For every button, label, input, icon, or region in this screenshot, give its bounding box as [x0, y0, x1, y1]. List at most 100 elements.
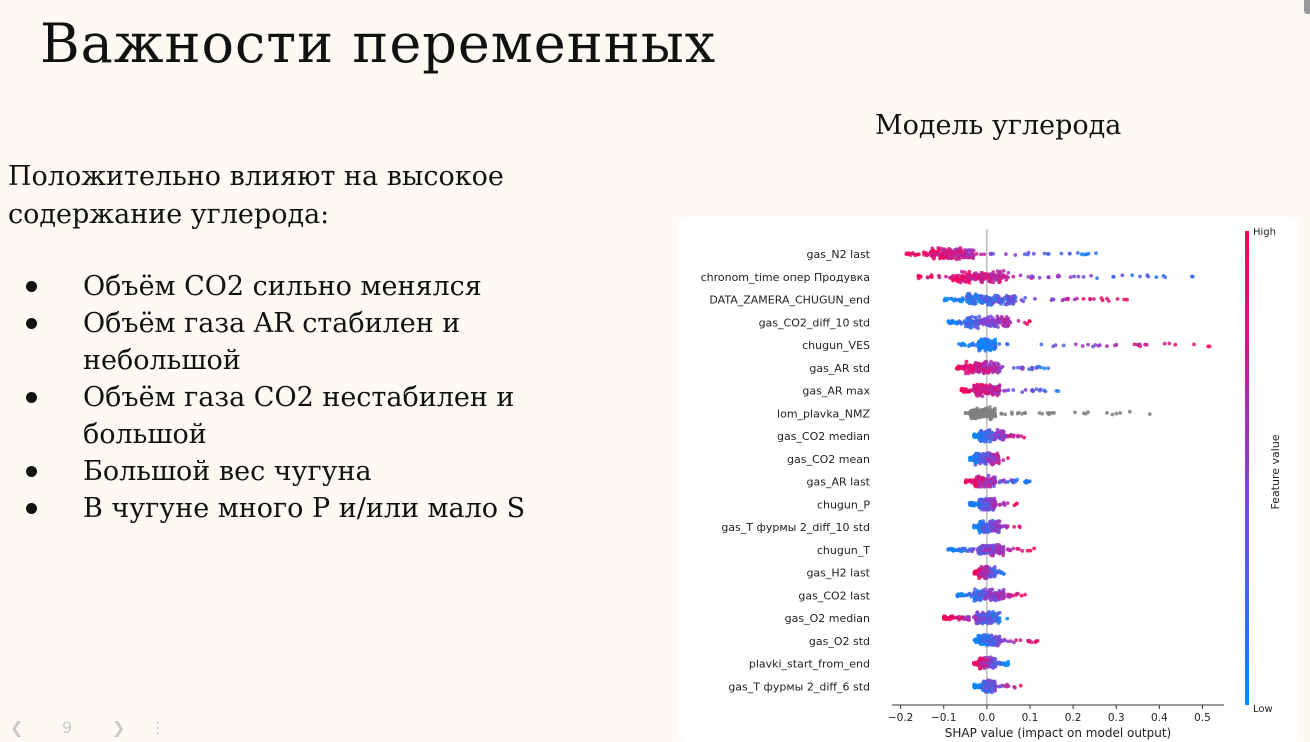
- shap-point: [1011, 546, 1016, 551]
- shap-point: [996, 621, 1001, 625]
- shap-point: [1029, 640, 1034, 645]
- shap-point: [938, 255, 943, 260]
- shap-point: [982, 252, 986, 257]
- shap-point: [1023, 388, 1028, 392]
- shap-point: [914, 252, 918, 257]
- shap-point: [988, 298, 993, 303]
- shap-point: [1042, 251, 1047, 256]
- shap-point: [1031, 251, 1036, 256]
- feature-dots: [972, 633, 1040, 648]
- shap-point: [1004, 252, 1008, 256]
- shap-point: [1043, 389, 1048, 394]
- shap-point: [982, 527, 987, 531]
- shap-point: [984, 297, 989, 302]
- shap-point: [937, 275, 942, 280]
- chevron-left-icon[interactable]: ❮: [10, 718, 24, 737]
- chevron-right-icon[interactable]: ❯: [112, 718, 126, 737]
- shap-point: [1042, 366, 1047, 371]
- shap-point: [1026, 275, 1031, 279]
- shap-point: [982, 498, 987, 503]
- shap-point: [1026, 480, 1030, 484]
- shap-point: [1037, 388, 1042, 393]
- shap-point: [1015, 546, 1020, 551]
- shap-point: [1022, 252, 1027, 257]
- shap-point: [993, 568, 997, 573]
- shap-point: [946, 296, 950, 301]
- bullet-item: В чугуне много P и/или мало S: [26, 490, 586, 527]
- shap-point: [981, 519, 986, 523]
- shap-point: [975, 548, 980, 553]
- shap-point: [982, 337, 987, 341]
- shap-point: [999, 302, 1003, 306]
- shap-point: [1072, 297, 1077, 302]
- more-vertical-icon[interactable]: ⋮: [150, 718, 166, 737]
- bullet-text: Объём CO2 сильно менялся: [83, 271, 482, 302]
- shap-point: [1006, 275, 1010, 280]
- shap-point: [957, 319, 962, 323]
- page-number: 9: [62, 718, 73, 737]
- shap-summary-plot: gas_N2 last chronom_time опер Продувка DAT…: [701, 227, 1282, 740]
- shap-point: [1047, 412, 1051, 417]
- shap-point: [982, 633, 986, 637]
- shap-point: [966, 549, 970, 553]
- shap-point: [987, 343, 992, 347]
- shap-point: [987, 592, 991, 596]
- bullet-dot-icon: [26, 466, 37, 477]
- shap-point: [992, 324, 996, 328]
- shap-point: [960, 277, 965, 281]
- shap-point: [949, 249, 953, 254]
- shap-point: [976, 621, 980, 626]
- shap-point: [964, 359, 969, 364]
- shap-point: [972, 324, 977, 329]
- shap-point: [982, 502, 986, 506]
- shap-point: [987, 405, 992, 409]
- shap-point: [1106, 299, 1111, 303]
- shap-point: [1025, 322, 1029, 326]
- x-tick-label: 0.2: [1065, 712, 1082, 724]
- shap-point: [953, 298, 958, 302]
- shap-point: [1132, 342, 1137, 347]
- shap-point: [1001, 572, 1006, 576]
- shap-point: [1003, 319, 1008, 323]
- shap-point: [1002, 275, 1007, 279]
- bullet-dot-icon: [26, 281, 37, 292]
- bullet-item: Объём газа CO2 нестабилен и большой: [26, 379, 586, 453]
- shap-point: [1060, 298, 1065, 303]
- shap-point: [974, 415, 979, 420]
- shap-point: [992, 455, 997, 459]
- shap-point: [972, 384, 977, 389]
- shap-point: [1120, 273, 1125, 278]
- shap-point: [973, 616, 978, 621]
- shap-point: [980, 414, 984, 419]
- shap-point: [983, 548, 987, 552]
- shap-point: [974, 293, 979, 298]
- shap-point: [972, 503, 977, 508]
- shap-point: [1067, 251, 1072, 256]
- shap-point: [984, 639, 989, 643]
- shap-point: [1003, 412, 1007, 417]
- shap-point: [987, 279, 991, 283]
- feature-dots: [967, 496, 1019, 512]
- shap-point: [996, 526, 1001, 530]
- shap-point: [978, 520, 982, 524]
- shap-point: [950, 275, 955, 279]
- shap-point: [974, 638, 979, 642]
- shap-point: [988, 525, 993, 530]
- shap-point: [981, 389, 985, 394]
- feature-label: gas_O2 std: [809, 635, 870, 648]
- shap-point: [1079, 252, 1084, 257]
- shap-point: [1095, 276, 1099, 280]
- shap-point: [981, 454, 985, 459]
- shap-point: [991, 270, 996, 274]
- shap-point: [977, 433, 981, 438]
- shap-point: [997, 274, 1001, 278]
- shap-point: [972, 389, 976, 393]
- shap-point: [936, 251, 941, 256]
- shap-point: [1032, 546, 1036, 551]
- shap-point: [971, 458, 975, 462]
- x-tick-label: −0.2: [888, 712, 914, 724]
- shap-point: [989, 272, 993, 277]
- shap-point: [995, 294, 1000, 299]
- feature-dots: [946, 542, 1036, 558]
- shap-point: [961, 253, 965, 257]
